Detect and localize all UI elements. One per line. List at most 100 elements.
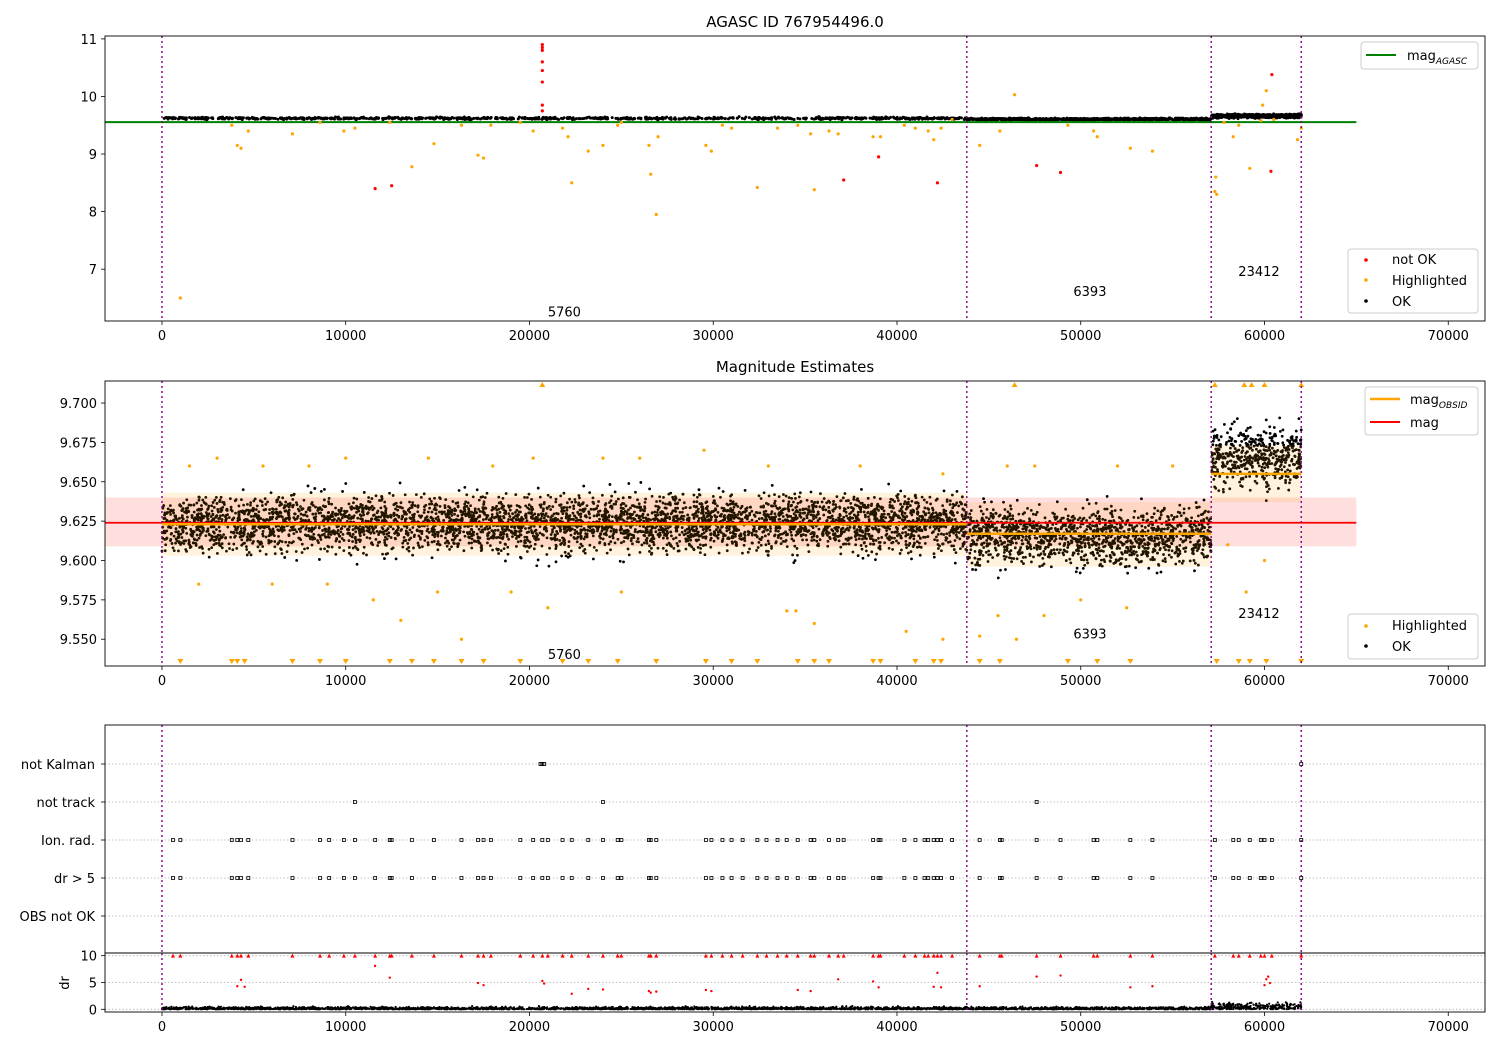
highlighted-point [616, 123, 620, 127]
ok-point [318, 558, 321, 561]
ok-point [723, 116, 727, 120]
ok-point [1289, 115, 1293, 119]
ok-point [1292, 114, 1296, 118]
p1-ytick-label: 9 [89, 148, 97, 163]
ok-point [681, 117, 685, 121]
ok-point [316, 115, 320, 119]
highlighted-point [619, 120, 623, 124]
ok-point [656, 116, 660, 120]
ok-point [1012, 117, 1016, 121]
ok-point [418, 117, 422, 121]
ok-point [697, 488, 701, 492]
panel2-inner [105, 382, 1357, 664]
ok-point [902, 116, 906, 120]
ok-point [804, 116, 808, 120]
p1-ytick-label: 10 [80, 90, 97, 105]
highlighted-point [1295, 138, 1300, 142]
highlighted-point [656, 135, 660, 139]
highlighted-point [939, 126, 943, 130]
ok-point [205, 116, 209, 120]
highlighted-point [1248, 166, 1252, 171]
ok-point [330, 116, 334, 120]
ok-point [369, 116, 373, 120]
ok-point [764, 116, 768, 120]
not-ok-point [540, 68, 544, 73]
ok-point [728, 116, 732, 120]
ok-point [1295, 113, 1299, 117]
ok-point [1177, 116, 1181, 120]
ok-point [533, 117, 537, 121]
highlighted-point [566, 135, 570, 139]
ok-point [976, 117, 980, 121]
highlighted-point [178, 296, 182, 300]
ok-point [1189, 118, 1193, 122]
p1-xtick-label: 30000 [693, 329, 734, 344]
panel-magnitude-title: Magnitude Estimates [716, 358, 874, 376]
ok-point [390, 116, 394, 120]
ok-point [469, 117, 473, 121]
ok-point [383, 557, 386, 560]
not-ok-point [877, 155, 881, 159]
ok-point [458, 116, 462, 120]
not-ok-point [1035, 163, 1039, 168]
ok-point [383, 116, 387, 120]
highlighted-point [1066, 123, 1070, 127]
ok-point [1134, 117, 1138, 121]
ok-point [1160, 117, 1164, 121]
highlighted-point [1259, 119, 1263, 123]
ok-point [319, 116, 323, 120]
ok-point [720, 116, 724, 120]
ok-point [788, 116, 792, 120]
ok-point [874, 558, 877, 562]
ok-point [245, 116, 249, 120]
ok-point [365, 117, 369, 121]
obsid-label: 23412 [1238, 265, 1279, 280]
ok-point [424, 116, 428, 120]
p1-xtick-label: 60000 [1244, 329, 1285, 344]
highlighted-point [720, 123, 725, 127]
highlighted-point [755, 185, 759, 190]
ok-point [540, 117, 544, 121]
highlighted-point [704, 143, 708, 147]
ok-point [404, 116, 408, 120]
ok-point [979, 118, 983, 122]
ok-point [374, 117, 378, 121]
ok-point [740, 116, 744, 120]
ok-point [494, 115, 498, 119]
ok-point [1068, 117, 1072, 121]
ok-point [842, 116, 846, 120]
highlighted-point [476, 153, 480, 157]
ok-point [636, 116, 640, 120]
ok-point [648, 487, 652, 491]
ok-point [689, 116, 693, 120]
obsid-label: 5760 [548, 305, 581, 320]
ok-point [848, 116, 852, 120]
ok-point [632, 116, 636, 120]
ok-point [396, 115, 400, 119]
ok-point [341, 490, 344, 493]
ok-point [1050, 117, 1054, 121]
ok-point [1121, 117, 1125, 121]
not-ok-point [540, 43, 544, 47]
ok-point [170, 116, 174, 120]
ok-point [536, 486, 540, 490]
ok-point [173, 116, 177, 120]
ok-point [1128, 117, 1132, 121]
ok-point [925, 115, 929, 119]
ok-point [475, 488, 479, 492]
ok-point [517, 115, 521, 119]
ok-point [313, 487, 317, 490]
ok-point [971, 117, 975, 121]
ok-point [1144, 117, 1148, 121]
not-ok-point [1270, 72, 1274, 77]
ok-point [505, 117, 509, 121]
p1-ytick-label: 11 [80, 33, 97, 48]
ok-point [941, 116, 945, 120]
ok-point [381, 118, 385, 122]
ok-point [773, 115, 777, 119]
ok-point [929, 116, 933, 120]
ok-point [1036, 117, 1040, 121]
ok-point [1259, 115, 1263, 119]
ok-point [750, 117, 754, 121]
